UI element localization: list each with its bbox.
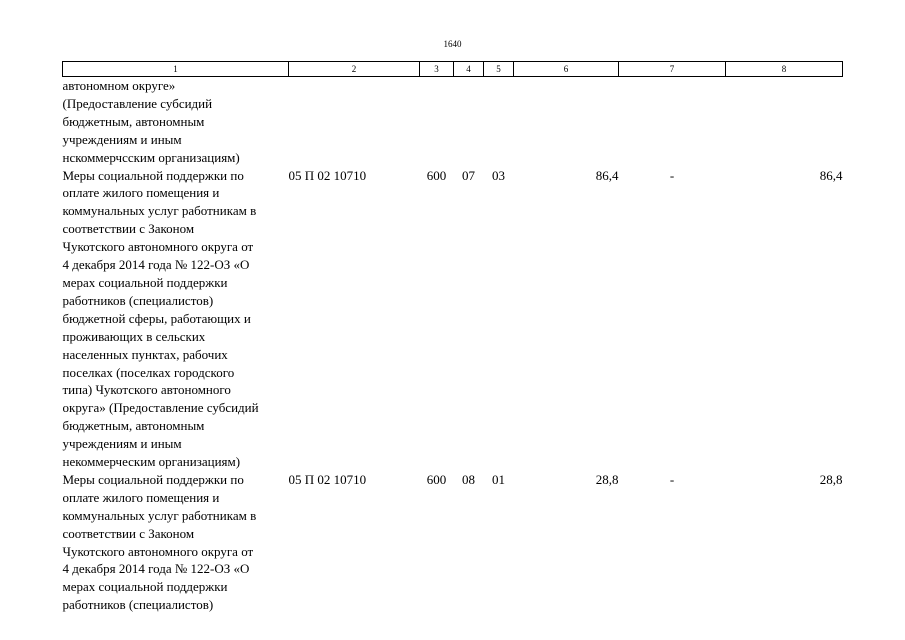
- budget-table: 1 2 3 4 5 6 7 8 автономном округе» (Пред…: [62, 61, 843, 614]
- column-header-2: 2: [288, 61, 420, 77]
- row-section: 08: [462, 471, 475, 487]
- row-subsection: 03: [492, 167, 505, 183]
- column-header-1: 1: [62, 61, 289, 77]
- row-target-code: 05 П 02 10710: [288, 471, 367, 487]
- row-description: автономном округе» (Предоставление субси…: [62, 78, 240, 165]
- row-amount-3: 28,8: [819, 471, 843, 487]
- row-amount-total: 86,4: [595, 167, 619, 183]
- row-expense-type: [420, 77, 454, 167]
- row-expense-type: 600: [426, 471, 447, 487]
- column-header-3: 3: [419, 61, 454, 77]
- table-row: Меры социальной поддержки по оплате жило…: [63, 471, 843, 614]
- row-subsection: 01: [492, 471, 505, 487]
- column-header-6: 6: [513, 61, 619, 77]
- row-amount-3: 86,4: [819, 167, 843, 183]
- column-header-7: 7: [618, 61, 726, 77]
- page-number: 1640: [443, 39, 462, 49]
- row-section: 07: [462, 167, 475, 183]
- row-amount-2: [619, 77, 726, 167]
- column-number-row: 1 2 3 4 5 6 7 8: [62, 61, 843, 77]
- row-amount-2: -: [669, 471, 675, 487]
- column-header-4: 4: [453, 61, 484, 77]
- table-row: Меры социальной поддержки по оплате жило…: [63, 167, 843, 471]
- row-subsection: [484, 77, 514, 167]
- row-amount-total: 28,8: [595, 471, 619, 487]
- row-amount-total: [514, 77, 619, 167]
- row-expense-type: 600: [426, 167, 447, 183]
- table-row: автономном округе» (Предоставление субси…: [63, 77, 843, 167]
- row-section: [454, 77, 484, 167]
- row-amount-3: [726, 77, 843, 167]
- column-header-8: 8: [725, 61, 843, 77]
- row-target-code: 05 П 02 10710: [288, 167, 367, 183]
- row-amount-2: -: [669, 167, 675, 183]
- column-header-5: 5: [483, 61, 514, 77]
- row-description: Меры социальной поддержки по оплате жило…: [62, 167, 259, 470]
- row-description: Меры социальной поддержки по оплате жило…: [62, 471, 257, 613]
- row-target-code: [289, 77, 420, 167]
